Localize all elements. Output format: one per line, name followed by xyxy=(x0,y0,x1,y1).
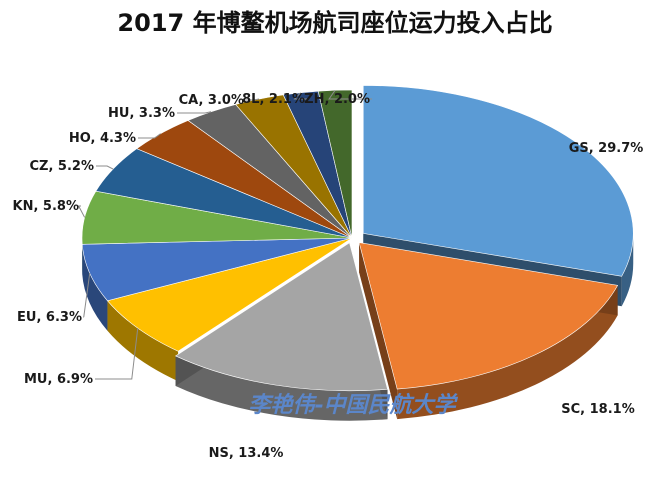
slice-zh xyxy=(317,89,353,239)
slice-label-8l: 8L, 2.1% xyxy=(242,92,305,107)
slice-label-gs: GS, 29.7% xyxy=(569,141,644,156)
slice-gs xyxy=(362,85,634,277)
leader-kn xyxy=(77,205,86,218)
chart-title: 2017 年博鳌机场航司座位运力投入占比 xyxy=(117,9,552,37)
slice-label-kn: KN, 5.8% xyxy=(13,199,79,214)
slice-ns xyxy=(174,242,388,392)
slice-label-cz: CZ, 5.2% xyxy=(30,159,95,174)
slice-label-zh: ZH, 2.0% xyxy=(304,92,370,107)
slice-side-ns xyxy=(175,355,388,421)
leader-zh xyxy=(328,90,372,100)
leader-cz xyxy=(96,165,114,170)
slice-label-eu: EU, 6.3% xyxy=(17,310,82,325)
slice-label-sc: SC, 18.1% xyxy=(561,402,634,417)
slice-side-mu xyxy=(107,300,179,382)
slice-mu xyxy=(106,237,353,352)
slice-side-sc xyxy=(397,285,618,420)
slice-tops xyxy=(81,85,634,392)
slice-labels: GS, 29.7% SC, 18.1% NS, 13.4% MU, 6.9% EU, 6… xyxy=(13,92,644,461)
slice-label-ho: HO, 4.3% xyxy=(69,131,136,146)
slice-side-gs xyxy=(621,233,634,307)
slice-label-mu: MU, 6.9% xyxy=(24,372,93,387)
slice-side-eu xyxy=(82,244,108,331)
slice-label-ns: NS, 13.4% xyxy=(209,446,284,461)
leader-ca xyxy=(246,98,260,101)
slice-sc xyxy=(358,242,619,390)
leader-8l xyxy=(293,92,307,100)
slice-label-hu: HU, 3.3% xyxy=(108,106,175,121)
leader-lines xyxy=(77,90,372,380)
leader-ho xyxy=(138,133,161,139)
leader-hu xyxy=(177,111,212,114)
leader-mu xyxy=(95,328,139,380)
slice-label-ca: CA, 3.0% xyxy=(179,93,244,108)
leader-eu xyxy=(83,273,91,318)
watermark: 李艳伟-中国民航大学 xyxy=(248,392,458,418)
slice-cut-sc-1 xyxy=(359,242,398,420)
